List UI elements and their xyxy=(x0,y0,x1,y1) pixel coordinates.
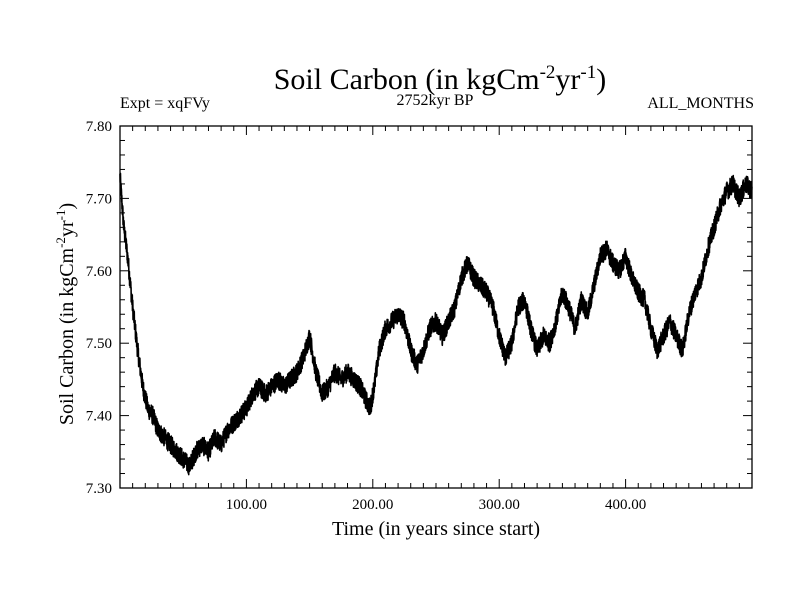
x-tick-label: 300.00 xyxy=(479,497,520,513)
months-label: ALL_MONTHS xyxy=(647,95,754,112)
x-tick-label: 200.00 xyxy=(352,497,393,513)
period-label: 2752kyr BP xyxy=(396,92,474,109)
x-tick-label: 100.00 xyxy=(226,497,267,513)
y-tick-label: 7.70 xyxy=(86,191,112,207)
x-tick-label: 400.00 xyxy=(605,497,646,513)
y-tick-label: 7.80 xyxy=(86,119,112,135)
y-tick-label: 7.60 xyxy=(86,264,112,280)
y-tick-label: 7.50 xyxy=(86,336,112,352)
chart-title: Soil Carbon (in kgCm-2yr-1) xyxy=(273,62,607,96)
y-tick-label: 7.30 xyxy=(86,481,112,497)
experiment-label: Expt = xqFVy xyxy=(120,95,210,112)
series-line xyxy=(119,172,753,476)
x-axis-label: Time (in years since start) xyxy=(331,518,541,540)
y-tick-label: 7.40 xyxy=(86,409,112,425)
